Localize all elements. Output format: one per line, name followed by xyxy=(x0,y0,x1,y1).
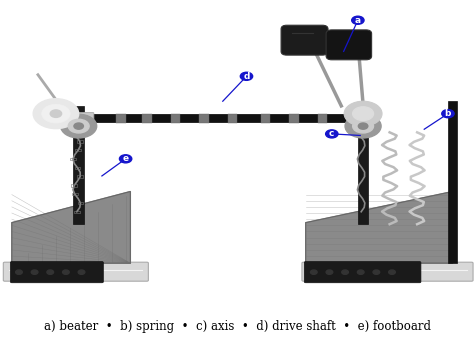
Circle shape xyxy=(61,114,97,138)
Circle shape xyxy=(389,270,395,274)
Circle shape xyxy=(16,270,22,274)
Bar xyxy=(358,106,368,224)
Circle shape xyxy=(344,101,382,126)
Text: a: a xyxy=(355,16,361,25)
Circle shape xyxy=(31,270,38,274)
FancyBboxPatch shape xyxy=(3,262,148,281)
Circle shape xyxy=(50,110,62,117)
Bar xyxy=(73,106,84,224)
Circle shape xyxy=(342,270,348,274)
Circle shape xyxy=(353,107,374,120)
Text: c: c xyxy=(329,129,335,138)
FancyBboxPatch shape xyxy=(10,262,103,283)
Circle shape xyxy=(353,119,374,133)
Bar xyxy=(78,202,83,204)
Circle shape xyxy=(310,270,317,274)
Bar xyxy=(77,140,82,143)
Circle shape xyxy=(119,155,132,163)
Bar xyxy=(199,113,209,123)
Polygon shape xyxy=(306,192,453,263)
FancyBboxPatch shape xyxy=(347,112,362,124)
Bar xyxy=(75,149,81,152)
FancyBboxPatch shape xyxy=(77,112,94,124)
Circle shape xyxy=(373,270,380,274)
Bar xyxy=(70,158,76,160)
Text: a) beater  •  b) spring  •  c) axis  •  d) drive shaft  •  e) footboard: a) beater • b) spring • c) axis • d) dri… xyxy=(44,320,430,334)
Circle shape xyxy=(68,119,89,133)
Circle shape xyxy=(74,123,83,129)
Bar xyxy=(171,113,180,123)
Circle shape xyxy=(78,270,85,274)
Circle shape xyxy=(352,16,364,24)
Bar xyxy=(77,175,83,178)
Bar xyxy=(74,166,80,169)
Text: e: e xyxy=(123,154,128,163)
Bar xyxy=(74,210,80,213)
Bar xyxy=(72,193,78,195)
Circle shape xyxy=(326,130,338,138)
Bar xyxy=(116,113,126,123)
Text: b: b xyxy=(445,109,451,118)
FancyBboxPatch shape xyxy=(302,262,473,281)
Circle shape xyxy=(42,104,70,123)
Bar xyxy=(261,113,270,123)
Circle shape xyxy=(63,270,69,274)
Circle shape xyxy=(33,99,79,129)
Circle shape xyxy=(357,270,364,274)
Circle shape xyxy=(345,114,381,138)
Circle shape xyxy=(358,123,368,129)
Circle shape xyxy=(326,270,333,274)
FancyBboxPatch shape xyxy=(281,25,328,55)
Circle shape xyxy=(442,110,454,118)
Bar xyxy=(228,113,237,123)
Text: d: d xyxy=(243,72,250,81)
Bar xyxy=(142,113,152,123)
Bar xyxy=(448,101,457,263)
FancyBboxPatch shape xyxy=(326,30,372,60)
Bar xyxy=(90,114,348,122)
Polygon shape xyxy=(12,192,130,263)
Bar xyxy=(318,113,327,123)
FancyBboxPatch shape xyxy=(304,262,421,283)
Bar xyxy=(289,113,299,123)
Circle shape xyxy=(240,72,253,80)
Bar xyxy=(72,184,77,186)
Circle shape xyxy=(47,270,54,274)
